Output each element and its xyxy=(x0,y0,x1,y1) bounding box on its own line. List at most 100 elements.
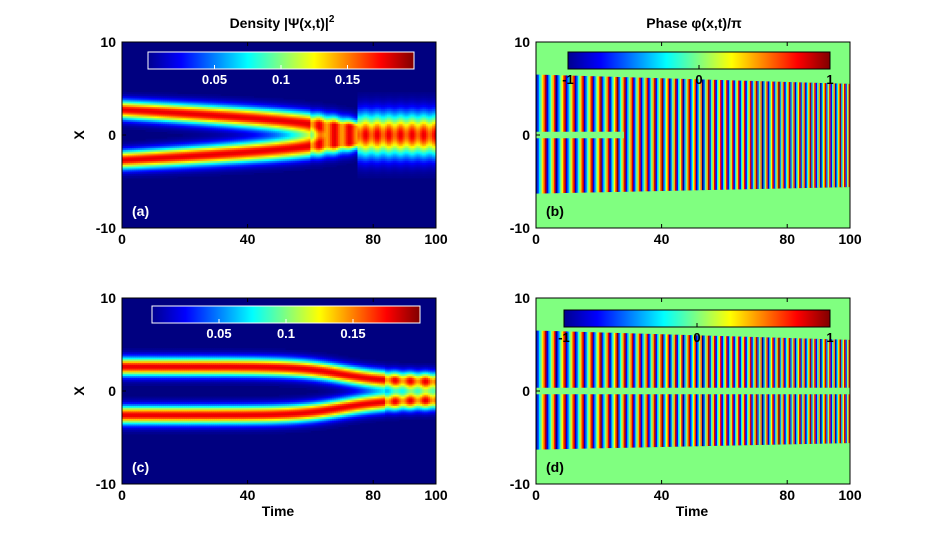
heatmap-cell xyxy=(139,107,143,110)
heatmap-cell xyxy=(249,153,253,157)
heatmap-cell xyxy=(192,131,196,134)
heatmap-column xyxy=(198,94,202,177)
heatmap-cell xyxy=(131,110,135,114)
heatmap-cell xyxy=(224,108,227,112)
heatmap-cell xyxy=(159,166,162,170)
heatmap-cell xyxy=(145,112,149,116)
heatmap-cell xyxy=(159,112,162,116)
heatmap-cell xyxy=(241,166,245,170)
heatmap-cell xyxy=(222,129,225,132)
heatmap-cell xyxy=(251,129,255,132)
heatmap-cell xyxy=(343,142,347,145)
heatmap-cell xyxy=(231,120,235,123)
heatmap-cell xyxy=(257,114,260,117)
heatmap-cell xyxy=(129,161,133,164)
heatmap-cell xyxy=(123,140,127,144)
heatmap-cell xyxy=(353,118,357,121)
heatmap-cell xyxy=(296,162,300,166)
heatmap-cell xyxy=(316,114,319,117)
heatmap-cell xyxy=(192,103,196,106)
heatmap-cell xyxy=(320,133,323,136)
heatmap-cell xyxy=(357,101,361,104)
heatmap-cell xyxy=(145,95,149,99)
heatmap-cell xyxy=(212,107,215,110)
heatmap-cell xyxy=(161,148,164,151)
heatmap-cell xyxy=(229,162,233,166)
heatmap-cell xyxy=(333,131,337,134)
heatmap-cell xyxy=(273,112,276,116)
heatmap-cell xyxy=(243,125,247,129)
heatmap-cell xyxy=(206,135,209,138)
heatmap-cell xyxy=(280,149,284,153)
heatmap-cell xyxy=(284,157,288,160)
heatmap-cell xyxy=(265,123,268,127)
heatmap-cell xyxy=(149,120,153,123)
heatmap-column xyxy=(202,94,206,177)
heatmap-cell xyxy=(267,138,270,142)
heatmap-cell xyxy=(269,108,272,112)
heatmap-cell xyxy=(271,123,274,127)
heatmap-cell xyxy=(335,148,339,151)
heatmap-cell xyxy=(220,157,223,160)
heatmap-cell xyxy=(320,131,323,134)
heatmap-cell xyxy=(359,149,363,153)
heatmap-cell xyxy=(357,105,361,108)
heatmap-cell xyxy=(331,127,335,131)
heatmap-cell xyxy=(173,149,176,153)
heatmap-cell xyxy=(257,144,260,147)
heatmap-cell xyxy=(271,142,274,145)
heatmap-cell xyxy=(174,161,178,164)
heatmap-cell xyxy=(302,123,306,127)
heatmap-cell xyxy=(251,164,255,168)
heatmap-cell xyxy=(171,127,174,131)
heatmap-cell xyxy=(275,101,278,104)
heatmap-cell xyxy=(210,162,213,166)
heatmap-cell xyxy=(214,135,217,138)
heatmap-cell xyxy=(174,95,178,99)
heatmap-cell xyxy=(312,149,315,153)
heatmap-cell xyxy=(182,120,186,123)
heatmap-cell xyxy=(161,155,164,158)
heatmap-cell xyxy=(143,97,147,101)
heatmap-cell xyxy=(180,161,184,164)
heatmap-cell xyxy=(171,103,174,106)
heatmap-cell xyxy=(286,123,290,127)
heatmap-cell xyxy=(255,114,259,117)
heatmap-cell xyxy=(318,157,321,160)
heatmap-cell xyxy=(357,164,361,168)
heatmap-cell xyxy=(220,123,223,127)
heatmap-cell xyxy=(135,103,139,106)
heatmap-cell xyxy=(167,174,170,177)
heatmap-cell xyxy=(282,103,286,106)
heatmap-cell xyxy=(222,151,225,155)
heatmap-cell xyxy=(222,103,225,106)
heatmap-cell xyxy=(123,155,127,158)
heatmap-cell xyxy=(300,123,304,127)
heatmap-cell xyxy=(210,157,213,160)
heatmap-cell xyxy=(133,146,137,149)
heatmap-cell xyxy=(157,125,160,129)
heatmap-cell xyxy=(202,108,206,112)
heatmap-cell xyxy=(135,146,139,149)
heatmap-cell xyxy=(227,155,231,158)
heatmap-cell xyxy=(155,123,158,127)
heatmap-cell xyxy=(302,118,306,121)
heatmap-cell xyxy=(290,148,294,151)
heatmap-cell xyxy=(326,114,329,117)
heatmap-cell xyxy=(169,131,172,134)
heatmap-cell xyxy=(224,161,227,164)
heatmap-cell xyxy=(212,153,215,157)
heatmap-cell xyxy=(178,146,182,149)
heatmap-cell xyxy=(176,161,180,164)
heatmap-cell xyxy=(259,125,262,129)
heatmap-cell xyxy=(192,116,196,119)
heatmap-cell xyxy=(337,120,341,123)
heatmap-cell xyxy=(229,108,233,112)
heatmap-cell xyxy=(318,159,321,162)
heatmap-cell xyxy=(178,144,182,147)
heatmap-cell xyxy=(247,172,251,175)
heatmap-cell xyxy=(257,159,260,162)
heatmap-cell xyxy=(178,116,182,119)
heatmap-cell xyxy=(282,151,286,155)
heatmap-cell xyxy=(286,108,290,112)
